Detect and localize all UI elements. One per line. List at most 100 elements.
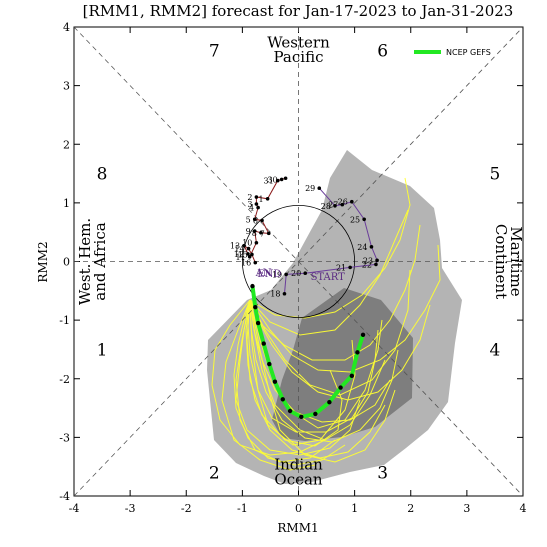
inner-spread-envelope [272, 288, 413, 441]
y-tick-label: -4 [59, 490, 70, 503]
ensemble-member-track [211, 299, 326, 456]
series-point [360, 332, 366, 337]
phase-label: 5 [490, 165, 501, 185]
point-label: 24 [357, 243, 367, 252]
series-point [287, 408, 293, 414]
ensemble-member-track [233, 299, 346, 466]
series-point [280, 397, 285, 402]
ensemble-member-track [235, 299, 336, 463]
series-point [375, 258, 379, 263]
y-tick-label: 2 [63, 138, 70, 151]
series-point [247, 255, 252, 259]
series-point [313, 411, 318, 417]
point-label: 27 [328, 201, 338, 210]
point-label: 20 [291, 269, 301, 278]
y-tick-label: 1 [63, 197, 70, 210]
ensemble-member-track [249, 269, 411, 396]
phase-label: 6 [377, 41, 388, 61]
point-label: 12 [234, 250, 244, 259]
series-point [299, 414, 304, 420]
series-point [260, 218, 264, 223]
legend-label-ncep-gefs: NCEP GEFS [446, 48, 491, 57]
series-point [369, 245, 374, 249]
point-label: 6 [253, 216, 258, 225]
series-point [338, 385, 343, 390]
point-label: 21 [336, 263, 346, 272]
series-point [350, 199, 354, 204]
series-point [333, 204, 337, 208]
series-point [349, 373, 355, 379]
path-marker-label: AN [255, 268, 272, 279]
region-label: Western [267, 34, 330, 52]
y-tick-label: 4 [63, 21, 70, 34]
y-tick-label: -2 [59, 373, 70, 386]
series-point [267, 361, 272, 367]
y-tick-label: -3 [59, 431, 70, 444]
ensemble-member-track [221, 299, 316, 471]
point-label: 4 [249, 204, 254, 213]
path-marker-label: START [311, 272, 346, 283]
phase-label: 3 [377, 464, 388, 484]
point-label: 19 [272, 270, 282, 279]
x-tick-label: -4 [69, 502, 80, 515]
series-point [252, 229, 257, 233]
point-label: 25 [350, 215, 360, 224]
x-tick-label: -1 [237, 502, 248, 515]
series-point [250, 283, 255, 289]
point-label: 11 [235, 253, 245, 262]
series-point [303, 271, 308, 276]
y-tick-label: 3 [63, 80, 70, 93]
point-label: 16 [241, 259, 251, 268]
region-label: Maritime [507, 226, 525, 296]
point-label: 29 [305, 184, 315, 193]
ensemble-member-track [249, 299, 399, 443]
ensemble-member-track [249, 244, 441, 373]
point-label: 2 [247, 193, 252, 202]
region-label: Indian [274, 456, 323, 474]
point-label: 26 [338, 198, 348, 207]
phase-label: 2 [209, 464, 220, 484]
region-label: Continent [492, 224, 510, 299]
series-point [272, 379, 278, 384]
point-label: 8 [252, 229, 257, 238]
series-point [265, 196, 270, 201]
ensemble-member-track [249, 299, 396, 463]
x-tick-label: -2 [181, 502, 192, 515]
phase-label: 4 [490, 340, 501, 360]
region-label: Ocean [274, 470, 323, 488]
point-label: 31 [264, 177, 274, 186]
phase-label: 1 [97, 340, 108, 360]
series-point [283, 176, 288, 181]
point-label: 9 [246, 227, 251, 236]
series-point [362, 217, 366, 222]
ensemble-member-track [249, 299, 383, 429]
series-point [374, 262, 378, 267]
point-label: 15 [238, 250, 248, 259]
point-label: 30 [267, 175, 277, 184]
series-point [355, 350, 360, 355]
point-label: 1 [259, 195, 264, 204]
series-point [255, 320, 261, 326]
unit-circle [241, 204, 356, 319]
series-point [275, 178, 280, 183]
y-tick-label: 0 [63, 256, 70, 269]
region-label: and Africa [91, 222, 109, 300]
x-tick-label: 0 [295, 502, 302, 515]
ensemble-member-track [249, 209, 409, 336]
x-tick-label: 1 [351, 502, 358, 515]
x-tick-label: 3 [463, 502, 470, 515]
series-point [246, 246, 251, 251]
y-tick-label: -1 [59, 314, 70, 327]
series-point [327, 400, 332, 405]
series-point [266, 231, 271, 236]
series-point [348, 265, 352, 270]
point-label: 3 [247, 200, 252, 209]
point-label: 22 [362, 260, 372, 269]
region-label: West. Hem. [76, 218, 94, 305]
series-point [254, 195, 259, 199]
point-label: 5 [246, 215, 251, 224]
series-point [242, 243, 246, 248]
series-point [253, 305, 258, 310]
series-point [317, 186, 322, 191]
